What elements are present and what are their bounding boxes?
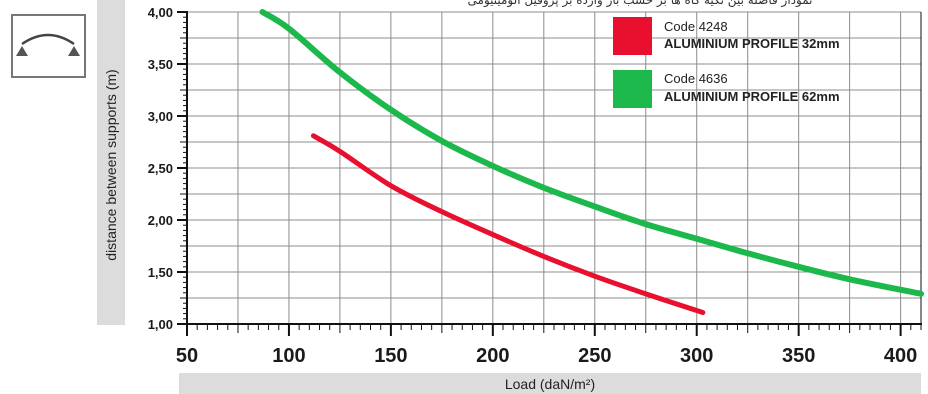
x-tick-label: 300 — [680, 345, 713, 367]
legend-swatch-2 — [613, 70, 652, 108]
axes — [177, 11, 922, 336]
legend-label-1: ALUMINIUM PROFILE 32mm — [664, 36, 840, 51]
y-tick-label: 3,50 — [148, 57, 173, 72]
support-profile-icon — [11, 14, 86, 78]
x-tick-label: 100 — [272, 345, 305, 367]
x-tick-label: 150 — [374, 345, 407, 367]
x-axis-title: Load (daN/m²) — [505, 376, 595, 392]
x-tick-label: 350 — [782, 345, 815, 367]
legend: Code 4248 ALUMINIUM PROFILE 32mm Code 46… — [613, 17, 840, 108]
x-tick-label: 50 — [176, 345, 198, 367]
y-tick-label: 2,00 — [148, 213, 173, 228]
x-tick-label: 400 — [884, 345, 917, 367]
y-tick-label: 3,00 — [148, 109, 173, 124]
x-tick-label: 250 — [578, 345, 611, 367]
y-axis-title: distance between supports (m) — [103, 69, 119, 260]
y-tick-label: 1,50 — [148, 265, 173, 280]
y-axis-title-band — [97, 0, 125, 325]
x-axis-title-band — [179, 373, 921, 394]
series-line-1 — [310, 133, 706, 316]
legend-swatch-1 — [613, 17, 652, 55]
legend-label-2: ALUMINIUM PROFILE 62mm — [664, 89, 840, 104]
tick-labels: 1,00 1,50 2,00 2,50 3,00 3,50 4,00 50 100 150 200 2… — [148, 5, 918, 367]
y-tick-label: 1,00 — [148, 317, 173, 332]
series-lines — [259, 9, 924, 316]
grid — [186, 11, 921, 324]
legend-code-1: Code 4248 — [664, 19, 728, 34]
top-caption: نمودار فاصله بین تکیه گاه ها بر حسب بار … — [468, 0, 813, 8]
x-tick-label: 200 — [476, 345, 509, 367]
y-tick-label: 2,50 — [148, 161, 173, 176]
series-line-2 — [259, 9, 924, 297]
legend-code-2: Code 4636 — [664, 71, 728, 86]
y-tick-label: 4,00 — [148, 5, 173, 20]
